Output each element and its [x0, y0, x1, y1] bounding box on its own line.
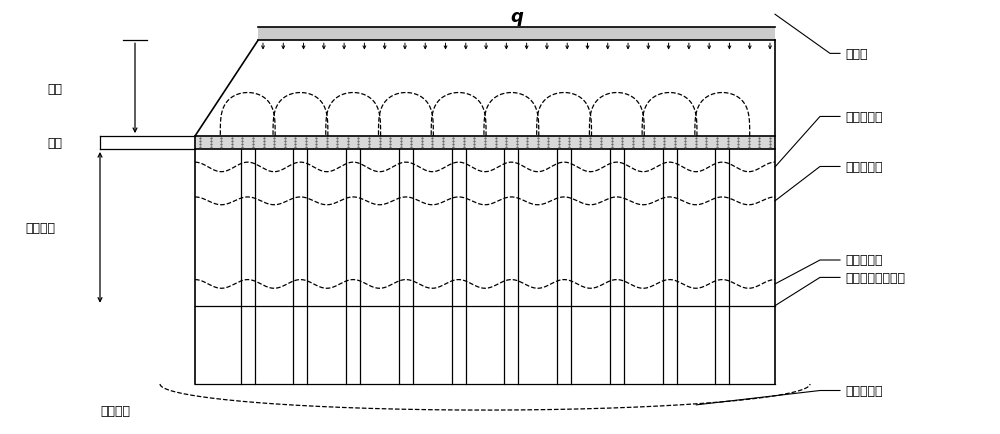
Bar	[195, 137, 775, 150]
Text: 复合地基: 复合地基	[25, 221, 55, 234]
Text: 堆体: 堆体	[48, 82, 62, 95]
Text: 中性点曲面: 中性点曲面	[845, 161, 883, 174]
Text: q: q	[510, 8, 523, 26]
Text: 桩底土体: 桩底土体	[100, 404, 130, 417]
Text: 分层沉降面: 分层沉降面	[845, 254, 883, 267]
Text: 地表沉降面: 地表沉降面	[845, 111, 883, 124]
Bar	[258, 28, 775, 41]
Text: 垫层: 垫层	[48, 137, 62, 150]
Text: 变形前持力层平面: 变形前持力层平面	[845, 271, 905, 284]
Text: 桩端沉降面: 桩端沉降面	[845, 384, 883, 397]
Text: 沉降拱: 沉降拱	[845, 48, 868, 61]
